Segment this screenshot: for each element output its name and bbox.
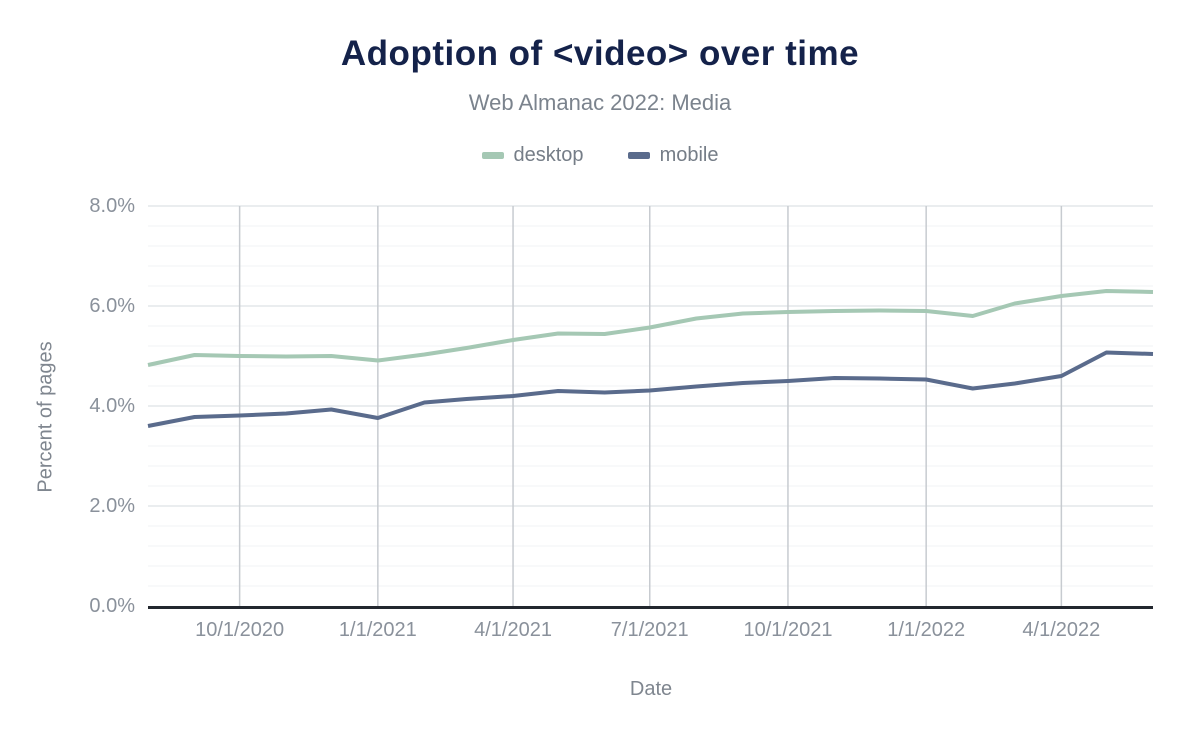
series-line-mobile[interactable] (147, 350, 1154, 428)
legend-label-desktop: desktop (513, 144, 584, 166)
y-axis-title: Percent of pages (34, 341, 57, 493)
chart-subtitle: Web Almanac 2022: Media (468, 90, 732, 115)
legend-swatch-mobile-icon (627, 152, 650, 159)
series-line-desktop[interactable] (147, 289, 1154, 367)
legend-item-desktop[interactable]: desktop (481, 144, 584, 167)
chart-title: Adoption of <video> over time (340, 34, 860, 73)
x-axis-title: Date (629, 678, 673, 700)
chart-legend: desktop mobile (0, 144, 1200, 167)
x-tick-label: 1/1/2021 (338, 619, 417, 641)
y-tick-label: 4.0% (89, 395, 135, 417)
y-tick-label: 0.0% (89, 595, 135, 617)
legend-label-mobile: mobile (659, 144, 719, 166)
y-tick-label: 2.0% (89, 495, 135, 517)
legend-swatch-desktop-icon (481, 152, 504, 159)
x-tick-label: 1/1/2022 (887, 619, 966, 641)
legend-item-mobile[interactable]: mobile (627, 144, 719, 167)
x-tick-label: 10/1/2021 (743, 619, 833, 641)
x-tick-label: 4/1/2022 (1022, 619, 1101, 641)
x-tick-label: 4/1/2021 (474, 619, 552, 641)
x-tick-label: 7/1/2021 (610, 619, 689, 641)
y-tick-label: 8.0% (89, 195, 135, 217)
x-tick-label: 10/1/2020 (195, 619, 285, 641)
y-tick-label: 6.0% (89, 295, 135, 317)
